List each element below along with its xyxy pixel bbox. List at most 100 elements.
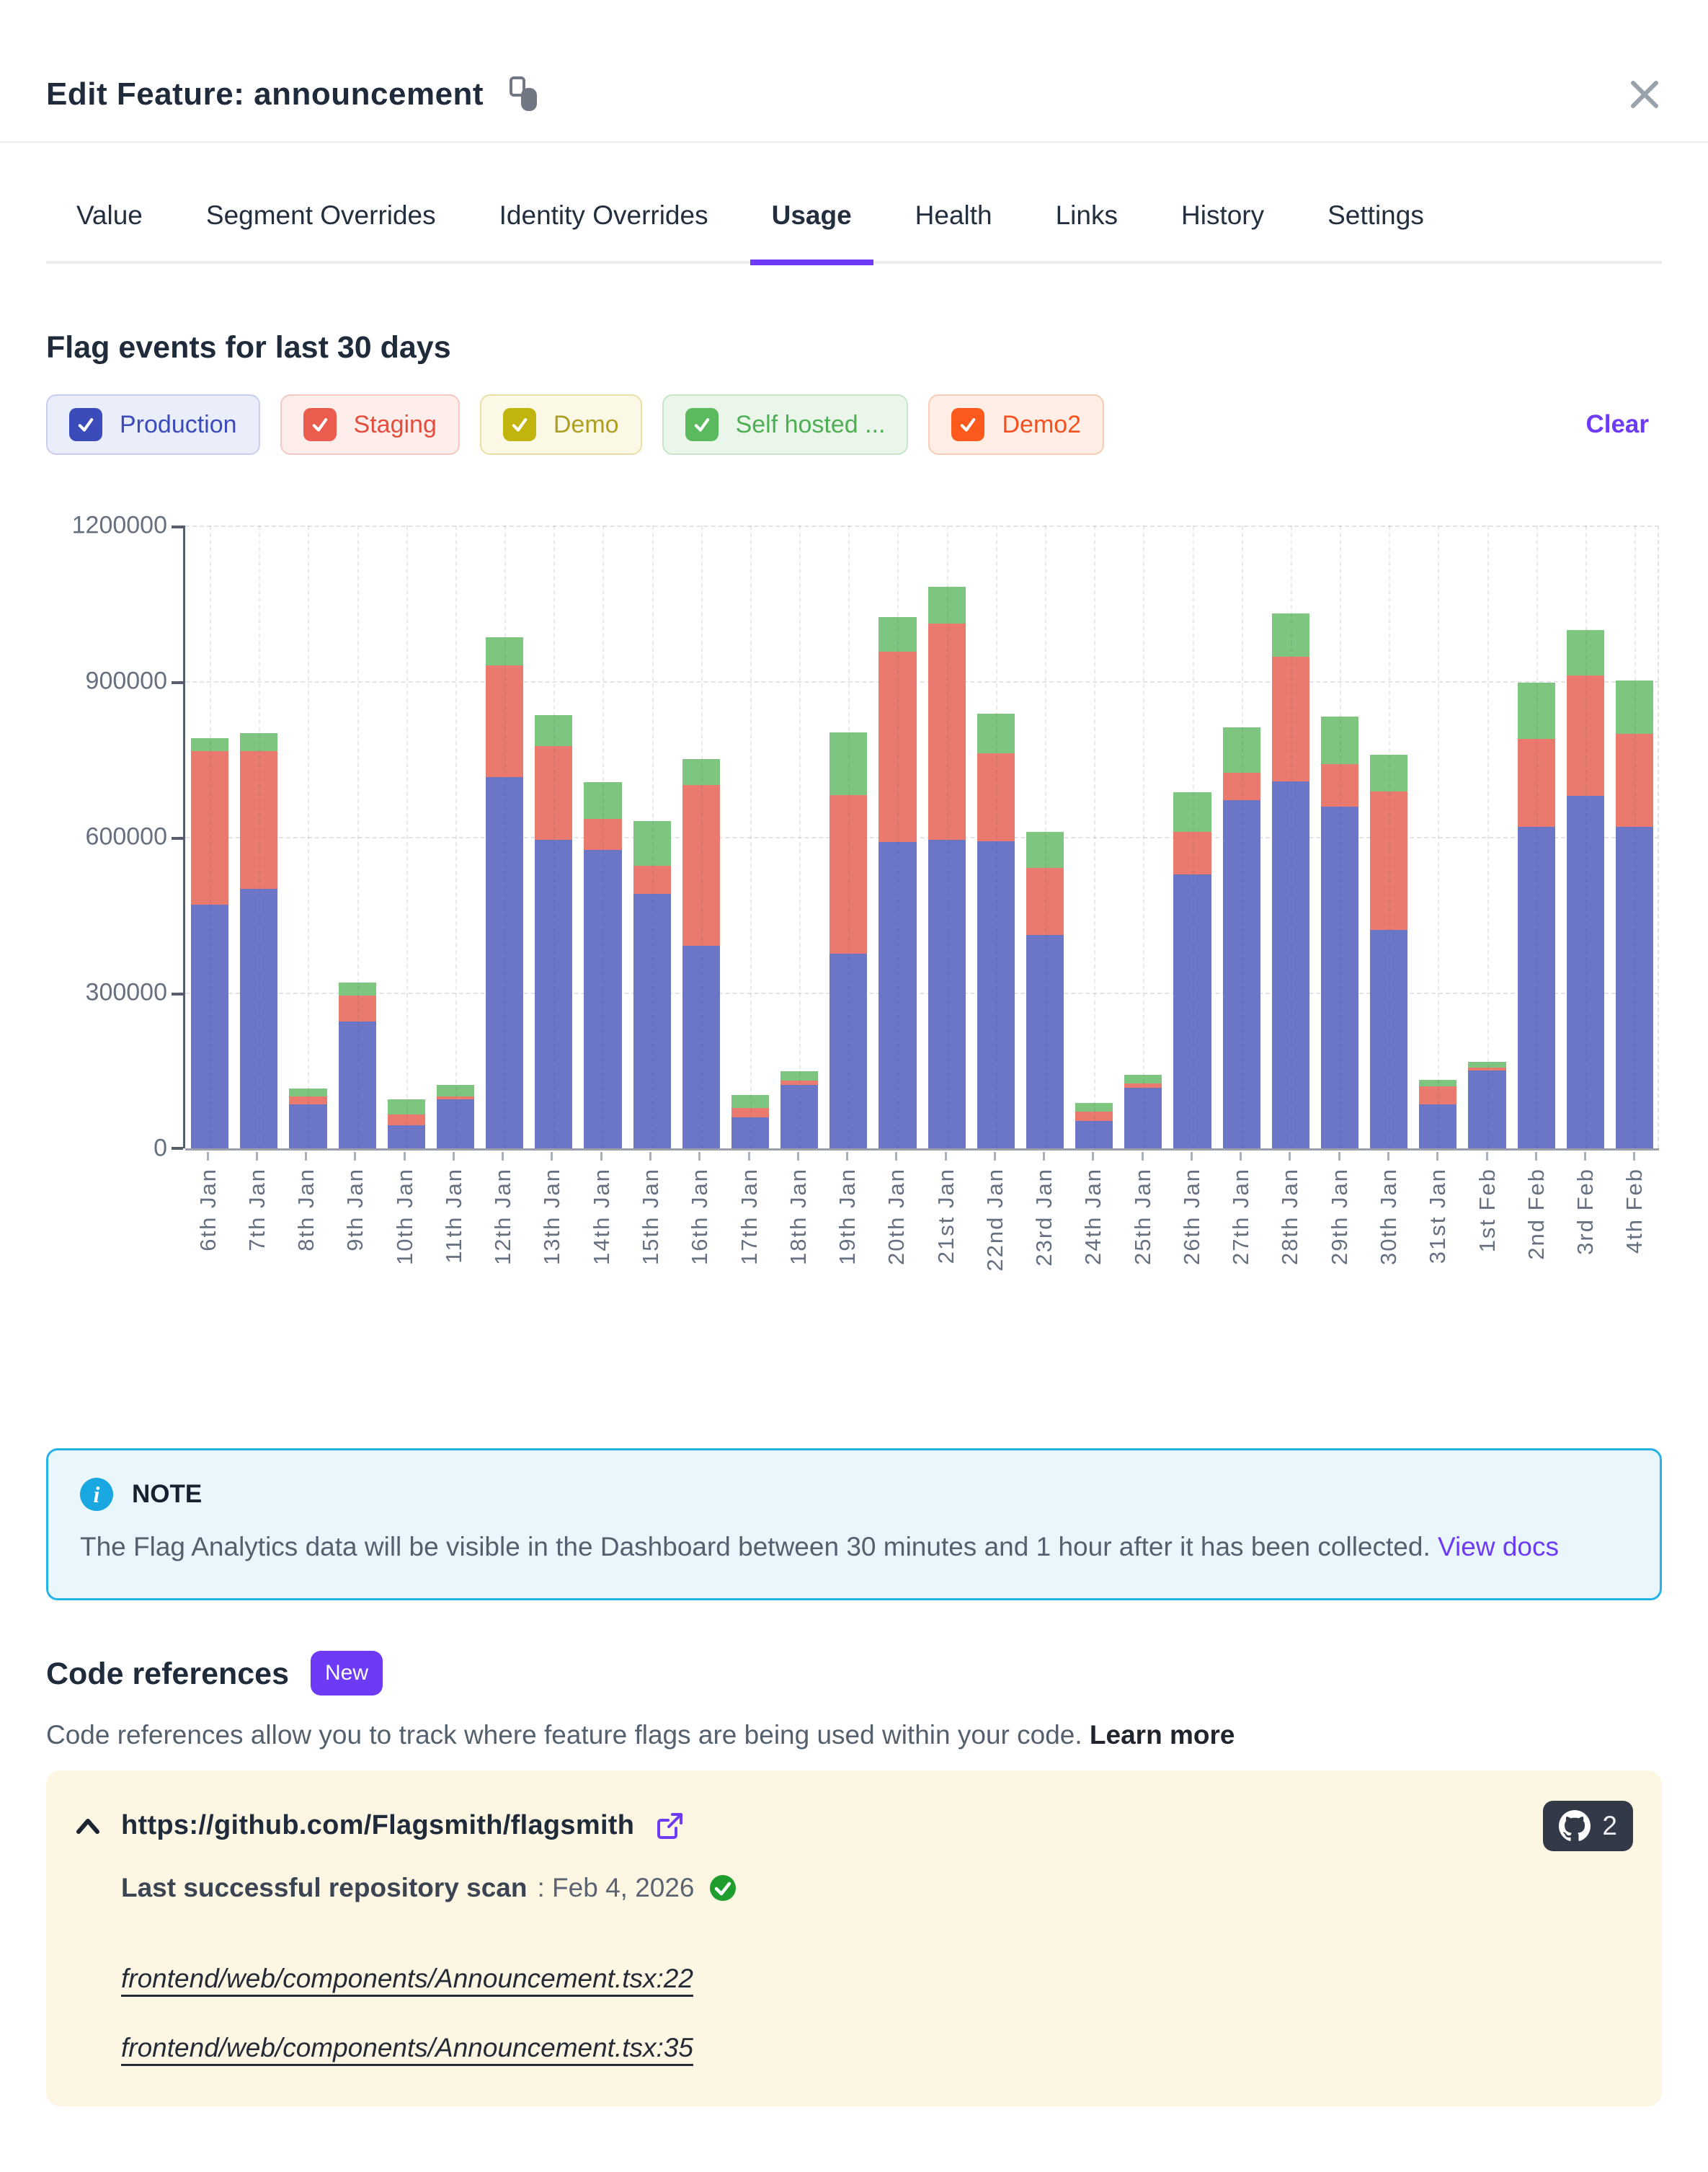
checkbox-checked-icon[interactable]: [951, 408, 985, 441]
bar-segment-self-hosted: [1026, 831, 1064, 868]
x-axis-tick-label: 8th Jan: [293, 1168, 319, 1251]
modal-header: Edit Feature: announcement: [0, 0, 1708, 143]
tab-links[interactable]: Links: [1055, 200, 1118, 230]
code-references-heading: Code references: [46, 1656, 289, 1691]
bar-column-30th-jan: [1364, 526, 1413, 1148]
y-axis-tick-label: 0: [154, 1134, 167, 1162]
bar-segment-self-hosted: [1419, 1080, 1457, 1086]
tab-segment-overrides[interactable]: Segment Overrides: [205, 200, 436, 230]
horizontal-gridline: [172, 837, 1659, 840]
bar-segment-production: [1173, 874, 1211, 1148]
view-docs-link[interactable]: View docs: [1438, 1532, 1559, 1561]
x-tick-mark: [305, 1152, 308, 1161]
bar-segment-self-hosted: [240, 733, 278, 752]
bar-segment-staging: [289, 1096, 327, 1104]
bar-segment-staging: [1517, 738, 1555, 828]
bar-stack: [633, 821, 671, 1148]
bar-stack: [1615, 681, 1654, 1148]
bar-column-15th-jan: [628, 526, 677, 1148]
bar-stack: [436, 1085, 475, 1148]
x-axis-tick-label: 31st Jan: [1425, 1168, 1451, 1264]
vertical-gridline: [259, 526, 261, 1148]
x-tick-mark: [1190, 1152, 1193, 1161]
x-axis-tick-label: 29th Jan: [1326, 1168, 1352, 1265]
tab-settings[interactable]: Settings: [1327, 200, 1424, 230]
clear-filters-button[interactable]: Clear: [1585, 410, 1649, 438]
checkbox-checked-icon[interactable]: [685, 408, 719, 441]
checkbox-checked-icon[interactable]: [502, 408, 536, 441]
x-axis-tick: 24th Jan: [1069, 1152, 1118, 1272]
environment-chip-production[interactable]: Production: [46, 394, 260, 455]
vertical-gridline: [799, 526, 801, 1148]
environment-chip-demo[interactable]: Demo: [479, 394, 642, 455]
bar-segment-self-hosted: [1468, 1061, 1506, 1068]
usage-heading: Flag events for last 30 days: [46, 330, 451, 365]
x-axis-tick-label: 18th Jan: [785, 1168, 811, 1265]
vertical-gridline: [1585, 526, 1587, 1148]
tab-identity-overrides[interactable]: Identity Overrides: [499, 200, 708, 230]
bar-segment-self-hosted: [1517, 683, 1555, 739]
environment-chip-self-hosted[interactable]: Self hosted ...: [662, 394, 909, 455]
bar-segment-production: [1566, 796, 1604, 1148]
environment-chip-staging[interactable]: Staging: [280, 394, 460, 455]
x-tick-mark: [403, 1152, 406, 1161]
x-tick-mark: [1387, 1152, 1389, 1161]
bar-column-14th-jan: [578, 526, 627, 1148]
learn-more-link[interactable]: Learn more: [1089, 1719, 1235, 1750]
x-tick-mark: [993, 1152, 996, 1161]
bar-segment-self-hosted: [1320, 716, 1359, 765]
x-axis-tick: 30th Jan: [1364, 1152, 1413, 1272]
repository-url-link[interactable]: https://github.com/Flagsmith/flagsmith: [121, 1810, 635, 1841]
collapse-chevron-icon[interactable]: [75, 1817, 101, 1835]
bar-segment-self-hosted: [486, 637, 524, 666]
vertical-gridline: [455, 526, 457, 1148]
bar-segment-self-hosted: [584, 782, 622, 819]
bar-column-13th-jan: [529, 526, 578, 1148]
x-axis-tick-label: 11th Jan: [440, 1168, 466, 1264]
external-link-icon[interactable]: [654, 1811, 685, 1841]
bar-segment-staging: [780, 1081, 819, 1086]
tab-health[interactable]: Health: [915, 200, 992, 230]
close-icon[interactable]: [1627, 77, 1662, 112]
bar-segment-self-hosted: [633, 821, 671, 866]
tab-history[interactable]: History: [1181, 200, 1265, 230]
x-axis-tick-label: 15th Jan: [638, 1168, 664, 1265]
bar-segment-self-hosted: [1370, 754, 1408, 792]
tab-value[interactable]: Value: [76, 200, 143, 230]
description-text: Code references allow you to track where…: [46, 1719, 1090, 1750]
bar-segment-staging: [240, 751, 278, 889]
x-axis-labels: 6th Jan 7th Jan 8th Jan 9th Jan 10th Jan 11th…: [183, 1152, 1659, 1272]
bar-segment-production: [289, 1104, 327, 1148]
x-tick-mark: [1043, 1152, 1046, 1161]
file-reference-link[interactable]: frontend/web/components/Announcement.tsx…: [121, 2032, 693, 2062]
bar-stack: [486, 637, 524, 1148]
copy-icon[interactable]: [508, 76, 538, 112]
bar-segment-production: [191, 904, 229, 1148]
tab-usage[interactable]: Usage: [750, 200, 873, 265]
environment-chip-demo2[interactable]: Demo2: [928, 394, 1105, 455]
x-axis-tick-label: 23rd Jan: [1031, 1168, 1057, 1267]
file-reference-link[interactable]: frontend/web/components/Announcement.tsx…: [121, 1963, 693, 1993]
github-count-badge[interactable]: 2: [1543, 1800, 1633, 1851]
x-tick-mark: [1436, 1152, 1439, 1161]
vertical-gridline: [1536, 526, 1538, 1148]
bar-segment-self-hosted: [289, 1089, 327, 1097]
x-axis-tick-label: 3rd Feb: [1573, 1168, 1598, 1255]
bar-column-17th-jan: [726, 526, 775, 1148]
x-axis-tick: 18th Jan: [773, 1152, 822, 1272]
x-tick-mark: [698, 1152, 701, 1161]
checkbox-checked-icon[interactable]: [303, 408, 337, 441]
bar-segment-staging: [731, 1107, 770, 1117]
x-tick-mark: [1584, 1152, 1587, 1161]
x-tick-mark: [1141, 1152, 1144, 1161]
bar-segment-staging: [436, 1096, 475, 1099]
bar-segment-self-hosted: [1124, 1074, 1162, 1084]
x-axis-tick: 31st Jan: [1413, 1152, 1462, 1272]
checkbox-checked-icon[interactable]: [69, 408, 102, 441]
bar-column-20th-jan: [873, 526, 922, 1148]
x-axis-tick-label: 27th Jan: [1228, 1168, 1254, 1265]
bar-column-27th-jan: [1217, 526, 1266, 1148]
y-axis-tick-label: 900000: [85, 667, 167, 695]
bar-stack: [829, 732, 868, 1148]
x-tick-mark: [1485, 1152, 1488, 1161]
